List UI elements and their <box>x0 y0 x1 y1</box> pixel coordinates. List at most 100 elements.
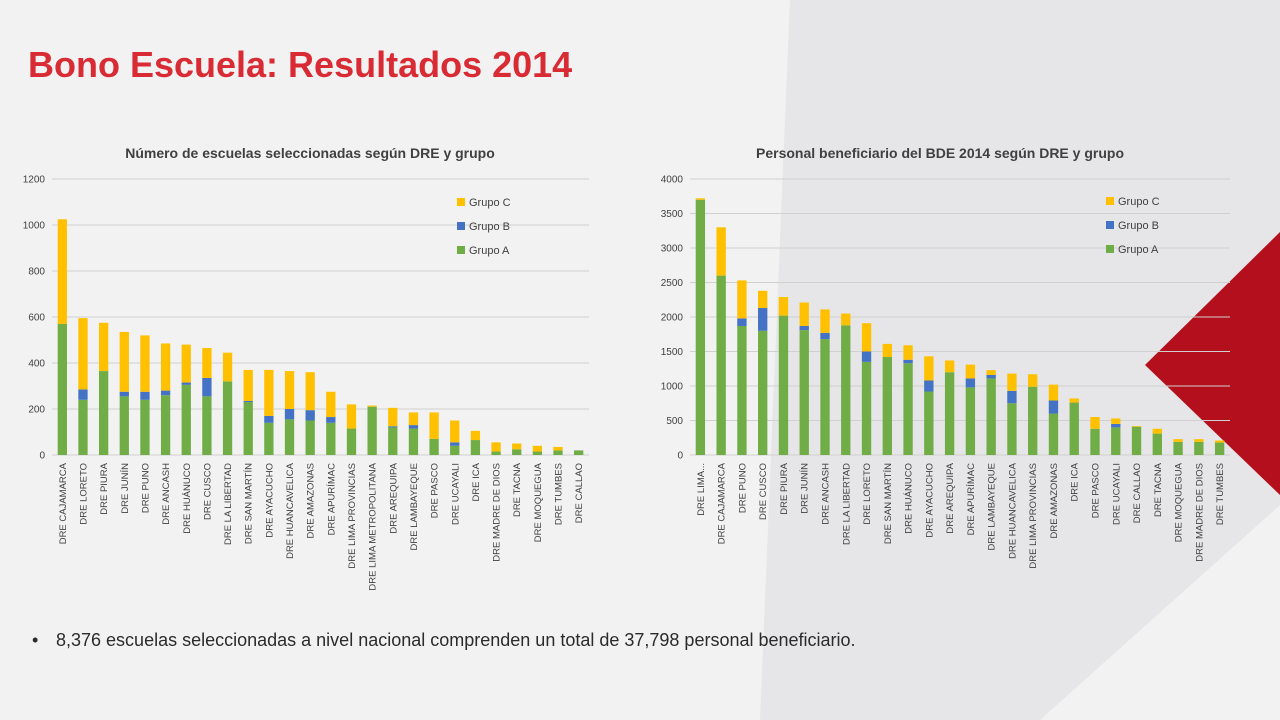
legend-swatch <box>1106 197 1114 205</box>
category-label: DRE APURÍMAC <box>326 463 337 535</box>
bar-segment <box>1214 442 1225 455</box>
bar-segment <box>758 308 768 331</box>
bar-segment <box>758 290 768 309</box>
y-tick-label: 800 <box>28 267 45 278</box>
category-label: DRE AREQUIPA <box>388 462 399 533</box>
bar-segment <box>243 402 253 455</box>
category-label: DRE SAN MARTÍN <box>244 463 255 544</box>
chart-escuelas: Número de escuelas seleccionadas según D… <box>23 145 589 591</box>
category-label: DRE CAJAMARCA <box>58 462 69 544</box>
bar-segment <box>264 415 274 423</box>
bar-segment <box>284 409 295 420</box>
legend-label: Grupo B <box>469 221 510 233</box>
category-label: DRE ICA <box>471 462 482 501</box>
bar-segment <box>861 361 872 455</box>
category-label: DRE LA LIBERTAD <box>841 463 852 545</box>
category-label: DRE AYACUCHO <box>924 463 935 538</box>
legend-label: Grupo C <box>469 197 511 209</box>
bar-segment <box>305 420 315 455</box>
bar-segment <box>903 345 913 360</box>
category-label: DRE AMAZONAS <box>1049 463 1060 539</box>
category-label: DRE ANCASH <box>821 463 832 525</box>
bar-segment <box>820 339 830 455</box>
y-tick-label: 0 <box>677 451 683 462</box>
bar-segment <box>181 384 191 455</box>
bar-segment <box>1007 373 1017 391</box>
bar-segment <box>965 387 976 455</box>
category-label: DRE MADRE DE DIOS <box>492 463 503 562</box>
category-label: DRE HUÁNUCO <box>182 463 193 534</box>
bar-segment <box>986 374 996 379</box>
bar-segment <box>1152 428 1162 434</box>
bar-segment <box>119 391 129 397</box>
bar-segment <box>202 377 212 397</box>
bar-segment <box>429 412 439 439</box>
category-label: DRE LIMA METROPOLITANA <box>368 462 379 590</box>
bar-segment <box>491 451 501 455</box>
bar-segment <box>1194 439 1204 442</box>
category-label: DRE LIMA PROVINCIAS <box>1028 463 1039 569</box>
background-diagonal-band <box>760 0 1280 720</box>
y-tick-label: 3000 <box>661 244 684 255</box>
bar-segment <box>532 445 543 452</box>
bar-segment <box>408 428 419 455</box>
category-label: DRE SAN MARTÍN <box>883 463 894 544</box>
y-tick-label: 1000 <box>661 382 684 393</box>
category-label: DRE PUNO <box>737 463 748 513</box>
bar-segment <box>778 296 789 316</box>
bar-segment <box>924 356 934 381</box>
category-label: DRE UCAYALI <box>1111 463 1122 525</box>
bar-segment <box>202 396 212 455</box>
category-label: DRE CALLAO <box>1132 463 1143 523</box>
background-red-triangle <box>1145 232 1280 495</box>
bar-segment <box>181 344 191 383</box>
bar-segment <box>716 275 726 455</box>
bar-segment <box>243 400 253 403</box>
bar-segment <box>553 446 563 451</box>
bar-segment <box>1048 384 1059 401</box>
bar-segment <box>716 227 726 276</box>
bar-segment <box>799 325 809 331</box>
bar-segment <box>512 443 522 450</box>
bar-segment <box>326 422 336 455</box>
legend-label: Grupo B <box>1118 220 1159 232</box>
bar-segment <box>1173 439 1183 442</box>
bar-segment <box>470 440 481 455</box>
bar-segment <box>57 219 67 324</box>
bar-segment <box>305 410 315 421</box>
bar-segment <box>78 389 88 400</box>
bar-segment <box>1111 423 1121 428</box>
bar-segment <box>243 369 253 401</box>
bar-segment <box>1111 418 1121 424</box>
legend-swatch <box>457 246 465 254</box>
bar-segment <box>1028 386 1038 455</box>
bar-segment <box>78 318 88 390</box>
category-label: DRE HUANCAVELICA <box>285 462 296 559</box>
category-label: DRE AREQUIPA <box>945 462 956 533</box>
y-tick-label: 200 <box>28 405 45 416</box>
bar-segment <box>861 323 872 352</box>
chart-title: Personal beneficiario del BDE 2014 según… <box>756 145 1124 161</box>
bar-segment <box>737 280 747 319</box>
bar-segment <box>264 422 274 455</box>
legend-swatch <box>1106 245 1114 253</box>
bar-segment <box>1131 426 1142 427</box>
bar-segment <box>903 359 913 364</box>
bar-segment <box>1007 390 1017 404</box>
bar-segment <box>284 371 295 409</box>
category-label: DRE AYACUCHO <box>264 463 275 538</box>
bar-segment <box>695 199 706 455</box>
bar-segment <box>799 302 809 326</box>
legend-label: Grupo A <box>1118 244 1159 256</box>
category-label: DRE TACNA <box>512 462 523 517</box>
category-label: DRE JUNÍN <box>120 463 131 514</box>
y-tick-label: 1500 <box>661 347 684 358</box>
category-label: DRE CALLAO <box>574 463 585 523</box>
category-label: DRE CUSCO <box>202 463 213 520</box>
bar-segment <box>98 322 109 372</box>
chart-title: Número de escuelas seleccionadas según D… <box>125 145 495 161</box>
bullet-marker: • <box>32 630 39 650</box>
category-label: DRE HUANCAVELICA <box>1007 462 1018 559</box>
bar-segment <box>882 343 892 358</box>
